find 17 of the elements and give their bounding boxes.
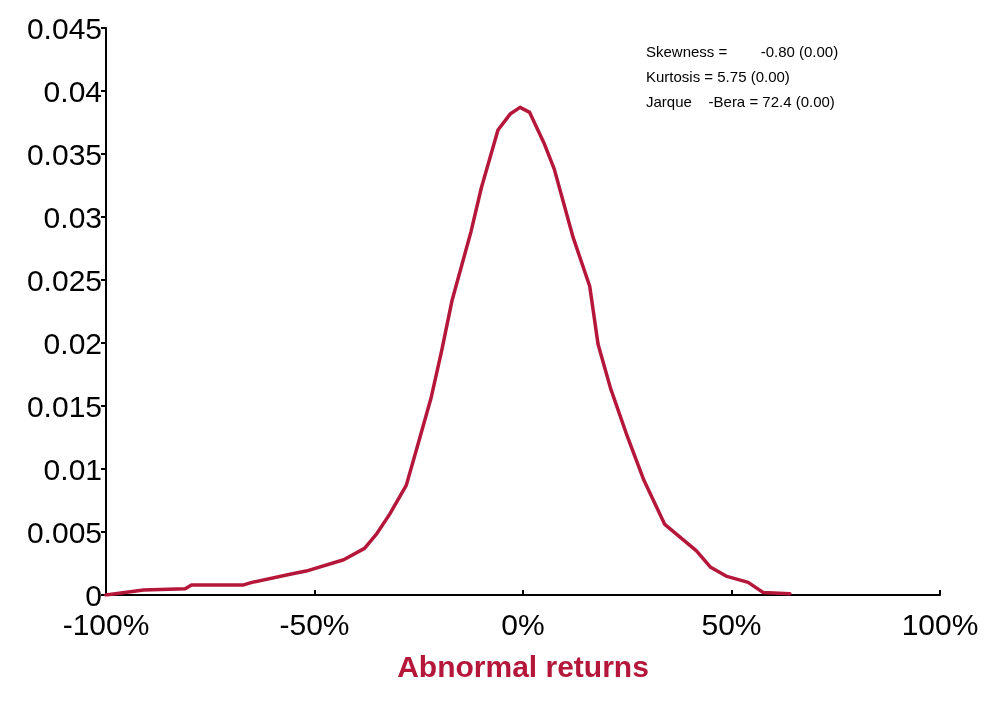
x-tick-label: 0% — [501, 607, 545, 641]
y-tick-label: 0.02 — [43, 326, 102, 360]
x-axis-title: Abnormal returns — [397, 649, 649, 683]
y-tick-label: 0.035 — [26, 137, 102, 171]
y-tick-label: 0.015 — [26, 389, 102, 423]
y-tick-label: 0.005 — [26, 515, 102, 549]
y-tick-label: 0.025 — [26, 263, 102, 297]
y-tick-label: 0.045 — [26, 11, 102, 45]
y-tick-label: 0.01 — [43, 452, 102, 486]
annotation: Skewness = -0.80 (0.00) — [646, 43, 839, 60]
y-tick-label: 0.03 — [43, 200, 102, 234]
annotation: Kurtosis = 5.75 (0.00) — [646, 68, 790, 85]
annotation: Jarque -Bera = 72.4 (0.00) — [646, 93, 835, 110]
x-tick-label: -50% — [279, 607, 350, 641]
x-tick-label: 100% — [901, 607, 979, 641]
y-tick-label: 0.04 — [43, 74, 102, 108]
x-tick-label: 50% — [701, 607, 762, 641]
